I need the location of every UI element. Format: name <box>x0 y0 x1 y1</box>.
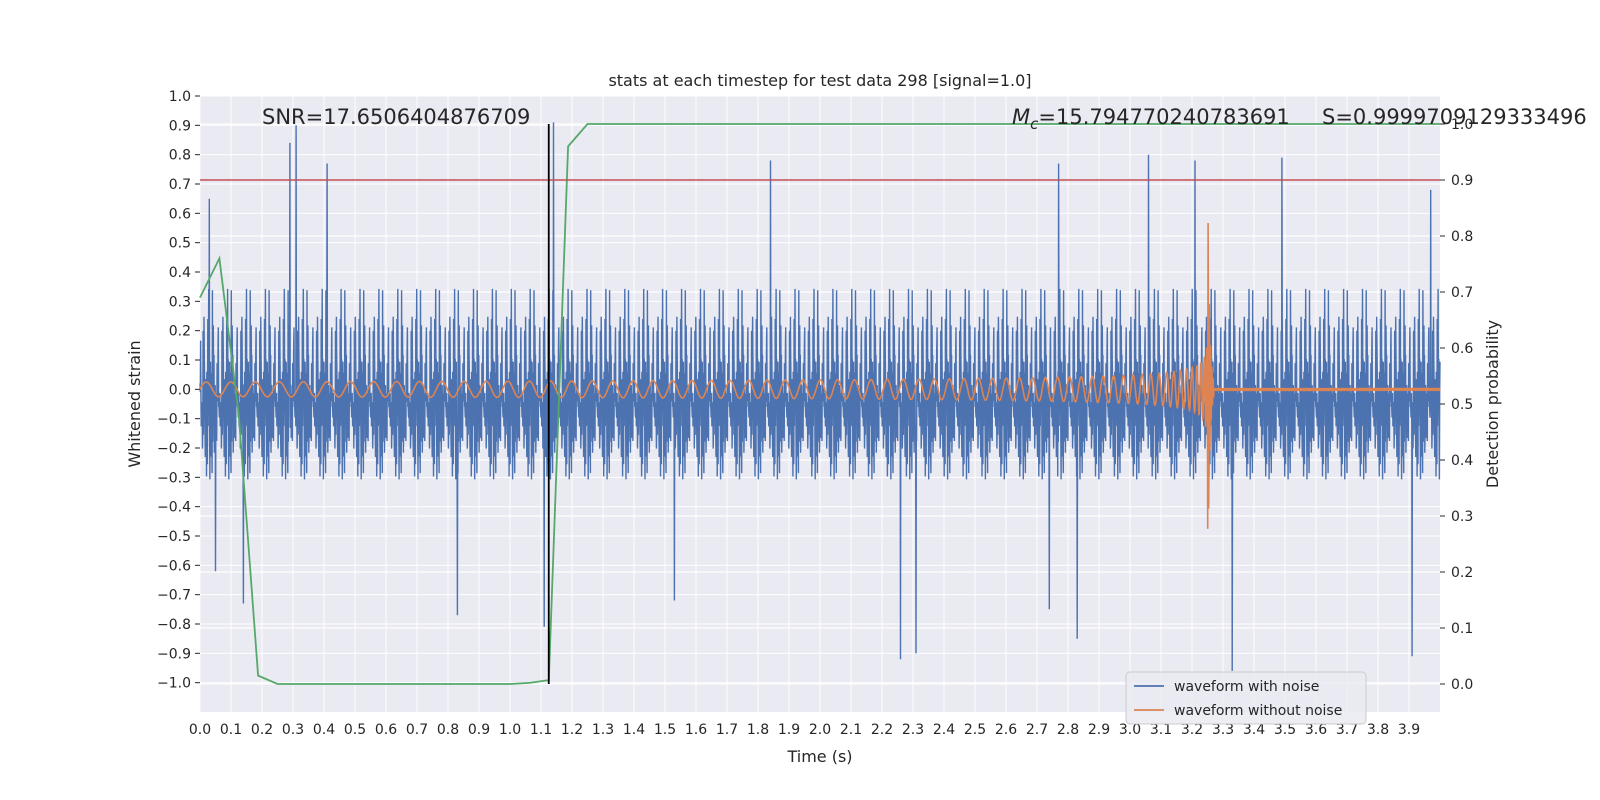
series-waveform-without-noise <box>199 222 1441 529</box>
y-tick-label: 0.9 <box>169 118 191 134</box>
x-tick-label: 1.8 <box>747 722 769 738</box>
x-tick-label: 2.4 <box>933 722 955 738</box>
y-tick-label: 0.1 <box>169 353 191 369</box>
x-tick-label: 2.5 <box>964 722 986 738</box>
y-tick-label: −0.6 <box>157 558 191 574</box>
x-tick-label: 3.6 <box>1305 722 1327 738</box>
series-waveform-with-noise <box>199 122 1441 671</box>
x-tick-label: 0.3 <box>282 722 304 738</box>
x-tick-label: 3.4 <box>1243 722 1265 738</box>
y-tick-label: 0.7 <box>169 177 191 193</box>
y-tick-label: 0.2 <box>169 324 191 340</box>
y2-tick-label: 0.3 <box>1451 509 1473 525</box>
x-tick-label: 0.6 <box>375 722 397 738</box>
y-tick-label: −0.1 <box>157 412 191 428</box>
x-tick-label: 2.1 <box>840 722 862 738</box>
x-tick-label: 3.8 <box>1367 722 1389 738</box>
chart-title: stats at each timestep for test data 298… <box>608 71 1031 90</box>
x-tick-label: 2.6 <box>995 722 1017 738</box>
mc-symbol: M <box>1012 105 1030 129</box>
x-tick-label: 0.7 <box>406 722 428 738</box>
x-tick-label: 0.1 <box>220 722 242 738</box>
y2-tick-label: 0.2 <box>1451 565 1473 581</box>
y-axis-label: Whitened strain <box>125 340 144 467</box>
detection-probability-line <box>199 123 1440 685</box>
x-tick-label: 0.9 <box>468 722 490 738</box>
x-tick-label: 3.3 <box>1212 722 1234 738</box>
y-tick-label: 0.5 <box>169 236 191 252</box>
y-tick-label: 0.4 <box>169 265 191 281</box>
x-tick-label: 2.7 <box>1026 722 1048 738</box>
x-tick-label: 3.7 <box>1336 722 1358 738</box>
x-tick-label: 1.2 <box>561 722 583 738</box>
ticks: 0.0 0.1 0.2 0.3 0.4 0.5 0.6 0.7 0.8 0.9 1.0 1.1 1.2 1… <box>157 89 1473 738</box>
overlays <box>200 124 1440 684</box>
noise-waveform-line <box>199 122 1441 671</box>
y2-tick-label: 0.6 <box>1451 341 1473 357</box>
mc-value: =15.794770240783691 <box>1038 105 1289 129</box>
x-tick-label: 3.9 <box>1398 722 1420 738</box>
x-tick-label: 1.5 <box>654 722 676 738</box>
y2-tick-label: 0.9 <box>1451 173 1473 189</box>
y-tick-label: −0.8 <box>157 617 191 633</box>
x-tick-label: 1.4 <box>623 722 645 738</box>
x-tick-label: 1.3 <box>592 722 614 738</box>
series-detection-probability <box>199 123 1440 685</box>
legend: waveform with noise waveform without noi… <box>1125 671 1367 725</box>
x-tick-label: 2.9 <box>1088 722 1110 738</box>
x-tick-label: 3.5 <box>1274 722 1296 738</box>
x-tick-label: 1.9 <box>778 722 800 738</box>
y-tick-label: −0.2 <box>157 441 191 457</box>
legend-label-noise: waveform with noise <box>1174 679 1319 695</box>
y-tick-label: −0.4 <box>157 500 191 516</box>
x-tick-label: 1.1 <box>530 722 552 738</box>
y-tick-label: 0.0 <box>169 382 191 398</box>
y-tick-label: −0.3 <box>157 470 191 486</box>
legend-box <box>1125 671 1367 725</box>
s-annotation: S=0.9999709129333496 <box>1322 105 1587 129</box>
x-tick-label: 1.7 <box>716 722 738 738</box>
legend-label-clean: waveform without noise <box>1174 703 1342 719</box>
y2-tick-label: 0.7 <box>1451 285 1473 301</box>
x-tick-label: 2.8 <box>1057 722 1079 738</box>
x-tick-label: 0.5 <box>344 722 366 738</box>
y2-tick-label: 0.8 <box>1451 229 1473 245</box>
y-tick-label: 0.8 <box>169 148 191 164</box>
x-axis-label: Time (s) <box>786 747 852 766</box>
y2-tick-label: 0.0 <box>1451 677 1473 693</box>
x-tick-label: 3.0 <box>1119 722 1141 738</box>
x-tick-label: 3.2 <box>1181 722 1203 738</box>
y-tick-label: −0.7 <box>157 588 191 604</box>
x-tick-label: 2.2 <box>871 722 893 738</box>
x-tick-label: 2.0 <box>809 722 831 738</box>
y-tick-label: 1.0 <box>169 89 191 105</box>
x-tick-label: 0.0 <box>189 722 211 738</box>
x-tick-label: 3.1 <box>1150 722 1172 738</box>
y-tick-label: −0.9 <box>157 646 191 662</box>
x-tick-label: 2.3 <box>902 722 924 738</box>
y2-tick-label: 1.0 <box>1451 117 1473 133</box>
x-tick-label: 0.8 <box>437 722 459 738</box>
y-tick-label: −1.0 <box>157 676 191 692</box>
y-tick-label: 0.3 <box>169 294 191 310</box>
mc-subscript: c <box>1030 115 1039 133</box>
y2-tick-label: 0.1 <box>1451 621 1473 637</box>
clean-waveform-line <box>199 222 1441 529</box>
x-tick-label: 1.6 <box>685 722 707 738</box>
snr-annotation: SNR=17.6506404876709 <box>262 105 530 129</box>
y-tick-label: −0.5 <box>157 529 191 545</box>
x-tick-label: 0.2 <box>251 722 273 738</box>
chirp-mass-annotation: Mc=15.794770240783691 <box>1012 105 1290 133</box>
y2-tick-label: 0.5 <box>1451 397 1473 413</box>
y2-tick-label: 0.4 <box>1451 453 1473 469</box>
x-tick-label: 1.0 <box>499 722 521 738</box>
x-tick-label: 0.4 <box>313 722 335 738</box>
y-tick-label: 0.6 <box>169 206 191 222</box>
y2-axis-label: Detection probability <box>1483 320 1502 488</box>
